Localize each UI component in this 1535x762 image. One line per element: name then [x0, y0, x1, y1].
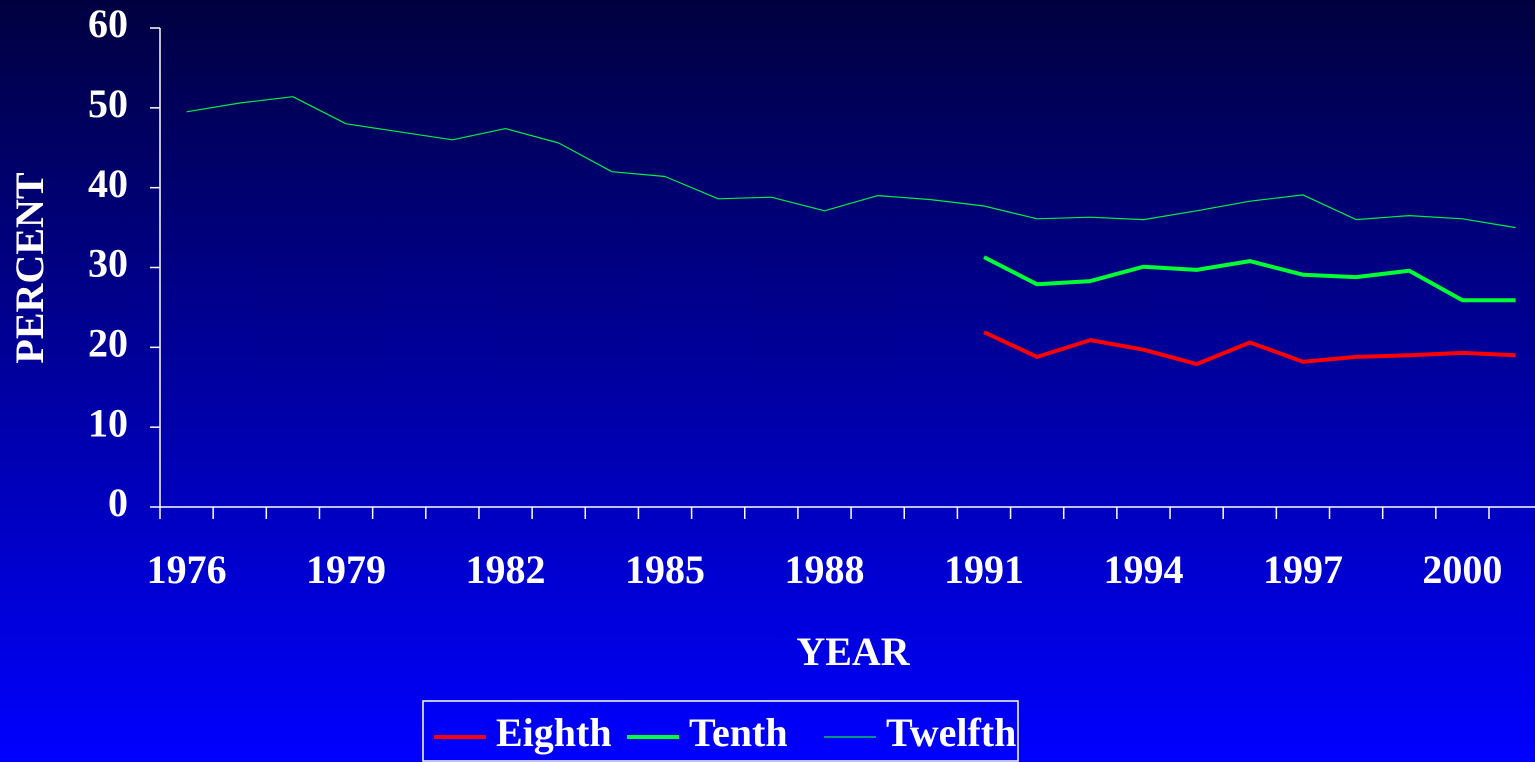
x-tick-label: 1976	[147, 547, 227, 592]
line-series	[983, 255, 1516, 303]
y-tick-label: 30	[88, 241, 128, 286]
line-series	[983, 330, 1516, 367]
x-tick-label: 1988	[785, 547, 865, 592]
x-axis-label: YEAR	[796, 629, 910, 674]
legend-label: Eighth	[496, 710, 612, 755]
x-tick-label: 1991	[944, 547, 1024, 592]
x-tick-label: 2000	[1422, 547, 1502, 592]
y-tick-label: 40	[88, 161, 128, 206]
y-tick-label: 60	[88, 1, 128, 46]
y-tick-label: 10	[88, 400, 128, 445]
x-tick-label: 1982	[466, 547, 546, 592]
legend-label: Tenth	[689, 710, 788, 755]
y-tick-label: 20	[88, 321, 128, 366]
x-tick-label: 1994	[1103, 547, 1183, 592]
line-series	[186, 96, 1516, 229]
x-tick-label: 1979	[306, 547, 386, 592]
legend-label: Twelfth	[886, 710, 1016, 755]
x-tick-label: 1997	[1263, 547, 1343, 592]
y-tick-label: 50	[88, 81, 128, 126]
legend-box	[422, 700, 1019, 762]
y-axis-label: PERCENT	[7, 172, 52, 363]
x-tick-label: 1985	[625, 547, 705, 592]
y-tick-label: 0	[108, 480, 128, 525]
